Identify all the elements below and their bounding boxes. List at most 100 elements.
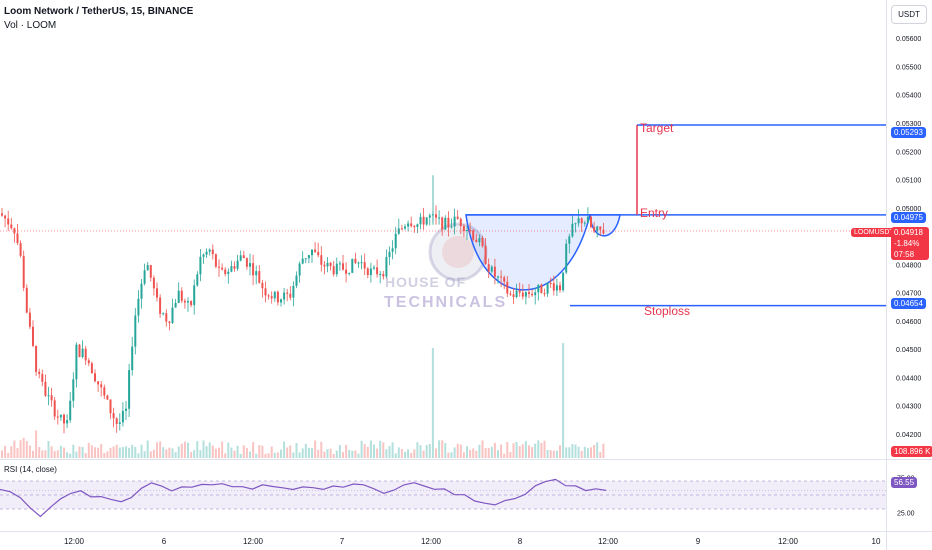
candle-body (131, 346, 134, 371)
candle-body (326, 262, 329, 267)
volume-bar (137, 453, 140, 458)
volume-bar (245, 447, 248, 458)
volume-bar (78, 446, 81, 458)
candle-body (379, 274, 382, 276)
price-tick-label: 0.04500 (896, 347, 921, 354)
candle-body (56, 416, 59, 418)
price-tick-label: 0.04300 (896, 404, 921, 411)
candle-body (233, 266, 236, 269)
volume-bar (549, 450, 552, 458)
candle-body (599, 226, 602, 230)
candle-body (81, 348, 84, 358)
volume-bar (218, 447, 220, 458)
candle-body (66, 420, 69, 424)
price-tick-label: 0.04800 (896, 262, 921, 269)
time-tick-label: 12:00 (421, 537, 442, 546)
volume-bar (10, 446, 13, 458)
candle-body (304, 258, 307, 260)
volume-bar (261, 445, 264, 458)
candle-body (351, 258, 354, 273)
volume-bar (503, 453, 506, 458)
candle-body (137, 298, 140, 316)
volume-bar (134, 446, 137, 458)
volume-bar (326, 449, 329, 458)
candle-body (10, 224, 13, 229)
candle-body (490, 266, 493, 272)
volume-bar (490, 446, 493, 458)
volume-bar (317, 449, 320, 458)
candle-body (208, 249, 211, 252)
volume-bar (4, 445, 7, 458)
symbol-title[interactable]: Loom Network / TetherUS, 15, BINANCE (4, 6, 194, 17)
candle-body (472, 230, 475, 240)
candle-body (456, 216, 459, 219)
volume-bar (38, 447, 41, 458)
rsi-title[interactable]: RSI (14, close) (4, 465, 57, 474)
volume-bar (534, 443, 537, 458)
volume-bar (438, 440, 441, 458)
candle-body (109, 399, 112, 414)
candle-body (484, 246, 487, 265)
volume-bar (515, 442, 518, 458)
volume-bar (394, 453, 397, 458)
candle-body (280, 299, 282, 303)
volume-bar (407, 449, 410, 458)
candle-body (478, 238, 481, 243)
candle-body (183, 300, 186, 303)
last-price-box: 0.04918 -1.84% 07:58 (891, 227, 929, 260)
candle-body (528, 292, 530, 294)
candle-body (162, 313, 165, 315)
candle-body (255, 271, 258, 276)
candle-body (41, 374, 44, 382)
volume-bar (509, 452, 512, 458)
volume-bar (388, 446, 391, 458)
candle-body (555, 285, 558, 291)
time-tick-label: 10 (872, 537, 881, 546)
volume-bar (183, 441, 186, 458)
volume-bar (72, 444, 75, 458)
candle-countdown: 07:58 (894, 250, 915, 259)
volume-bar (292, 452, 295, 458)
volume-bar (413, 449, 416, 458)
volume-bar (177, 446, 180, 458)
candle-body (118, 422, 121, 424)
volume-bar (586, 448, 589, 458)
candle-body (335, 263, 338, 275)
currency-button[interactable]: USDT (891, 5, 927, 24)
target-price-label: 0.05293 (891, 127, 926, 138)
candle-body (44, 381, 47, 396)
volume-bar (435, 448, 437, 458)
candle-body (50, 395, 53, 401)
volume-bar (419, 445, 422, 458)
candle-body (311, 249, 313, 256)
candle-body (320, 255, 323, 265)
volume-bar (357, 453, 360, 458)
candle-body (289, 293, 292, 298)
volume-bar (404, 451, 406, 458)
last-price-change: -1.84% (894, 239, 920, 248)
candle-body (583, 222, 586, 224)
volume-bar (385, 449, 388, 458)
candle-body (574, 223, 577, 225)
volume-bar (258, 445, 261, 458)
volume-bar (35, 430, 38, 458)
volume-bar (469, 449, 472, 458)
volume-bar (149, 451, 152, 458)
volume-bar (543, 440, 546, 458)
volume-indicator-label[interactable]: Vol · LOOM (4, 20, 57, 31)
candle-body (385, 257, 388, 277)
volume-bar (94, 447, 96, 458)
candle-body (531, 293, 534, 296)
volume-bar (249, 451, 251, 458)
volume-bar (422, 450, 425, 458)
candle-body (196, 274, 199, 286)
candle-body (121, 410, 124, 423)
volume-bar (242, 445, 245, 458)
candle-body (193, 285, 196, 306)
volume-bar (376, 448, 379, 458)
volume-bar (143, 451, 146, 458)
volume-bar (323, 451, 326, 458)
candle-body (419, 216, 422, 225)
candle-body (552, 283, 555, 291)
